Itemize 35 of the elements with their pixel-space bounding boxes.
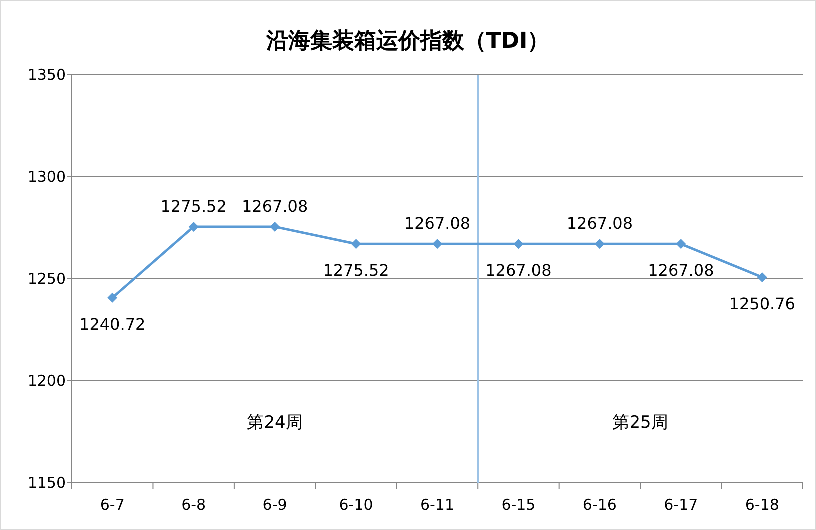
point [757,272,768,282]
x-tick-label: 6-11 [420,496,455,514]
data-label: 1240.72 [80,314,146,334]
data-label: 1275.52 [160,196,227,216]
x-tick-label: 6-8 [182,496,206,514]
annotation: 1275.52 [323,261,390,280]
x-tick-label: 6-7 [100,496,125,514]
annotation: 第25周 [612,412,668,433]
chart-title: 沿海集装箱运价指数（TDI） [265,29,550,54]
x-tick-label: 6-18 [745,496,780,514]
y-tick-label: 1200 [28,372,66,390]
point [188,222,199,232]
x-tick-label: 6-16 [582,496,617,514]
x-tick-label: 6-10 [339,496,374,514]
y-tick-label: 1250 [28,270,66,288]
point [594,239,605,250]
data-label: 1267.08 [486,261,552,280]
point [676,239,686,250]
annotation: 第24周 [247,412,303,433]
y-tick-label: 1300 [28,168,66,186]
data-label: 1267.08 [566,214,634,234]
data-label: 1267.08 [404,214,471,234]
data-label: 1250.76 [729,294,796,314]
point [108,292,118,303]
point [432,239,442,250]
data-label: 1267.08 [648,261,714,280]
y-tick-label: 1350 [28,66,66,84]
point [514,239,524,250]
x-tick-label: 6-17 [664,496,698,514]
point [270,222,280,232]
x-tick-label: 6-9 [262,496,288,514]
y-tick-label: 1150 [28,474,66,492]
annotation: 1267.08 [242,196,308,216]
x-tick-label: 6-15 [502,496,536,514]
point [351,239,362,250]
